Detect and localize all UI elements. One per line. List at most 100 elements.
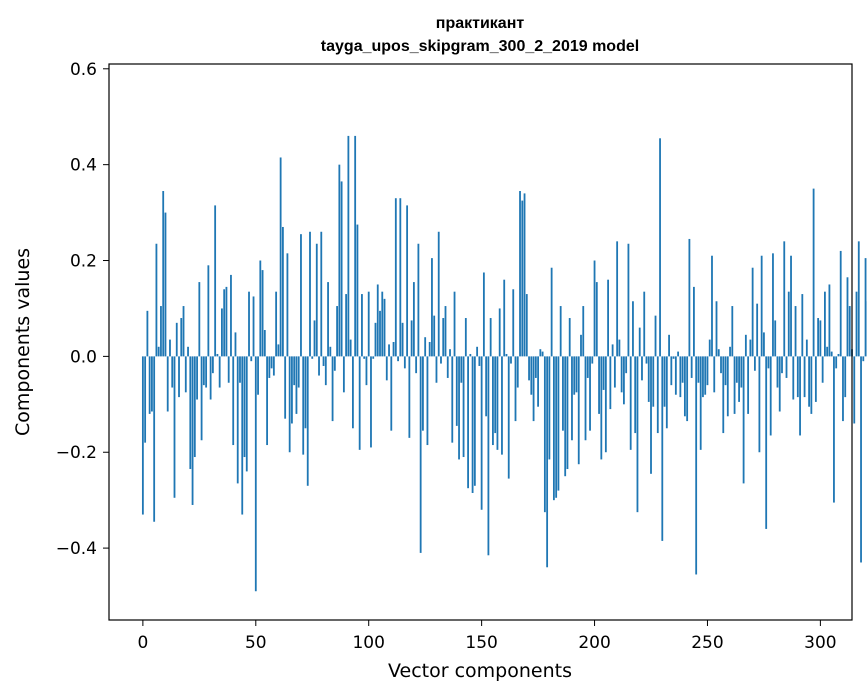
bar	[623, 356, 625, 405]
bar	[801, 294, 804, 357]
bar	[688, 238, 691, 357]
bar	[589, 356, 591, 431]
bar	[783, 241, 786, 357]
bar	[659, 138, 661, 357]
bar	[422, 356, 424, 431]
bar	[670, 356, 673, 386]
bar	[250, 356, 253, 362]
bar	[751, 267, 754, 357]
bar	[835, 356, 838, 369]
bar	[799, 356, 801, 436]
bar	[464, 318, 467, 357]
bar	[652, 356, 655, 407]
bar	[742, 356, 745, 484]
bar	[374, 322, 377, 357]
bar	[352, 356, 354, 429]
chart-title: практикант	[436, 15, 525, 32]
bar	[223, 289, 226, 357]
bar	[616, 241, 619, 357]
bar	[166, 356, 169, 412]
bar	[241, 356, 244, 515]
bar	[293, 356, 296, 386]
bar	[469, 353, 472, 357]
x-tick-label: 0	[137, 633, 148, 653]
bar	[198, 282, 201, 357]
bar	[440, 356, 442, 364]
bar	[510, 356, 512, 364]
bar	[361, 294, 363, 357]
bar	[453, 291, 456, 357]
bar	[636, 356, 639, 513]
bar	[695, 356, 698, 575]
bar	[792, 356, 795, 400]
bar	[467, 356, 469, 489]
bar	[191, 356, 194, 505]
bar	[324, 356, 327, 386]
bar	[169, 339, 171, 357]
bar	[516, 356, 519, 388]
bar	[787, 291, 790, 357]
bar	[537, 356, 539, 407]
bar	[629, 356, 632, 450]
bar	[503, 279, 506, 357]
bar	[322, 356, 325, 366]
bar	[681, 356, 684, 383]
bar	[715, 301, 718, 357]
x-axis-ticks: 0 50 100 150 200 250 300	[137, 620, 837, 653]
bar	[207, 265, 210, 357]
bar	[221, 308, 223, 357]
bar	[458, 356, 460, 460]
bar	[485, 356, 488, 417]
bar	[284, 356, 287, 419]
x-axis-label: Vector components	[388, 660, 572, 682]
bar	[189, 356, 192, 470]
bar	[144, 356, 147, 443]
bar	[769, 356, 772, 436]
y-tick-label: 0.4	[70, 156, 97, 176]
bar	[286, 253, 289, 357]
bar	[781, 356, 783, 374]
bar	[460, 356, 463, 383]
bar	[523, 193, 526, 357]
bar	[794, 306, 797, 357]
bar	[302, 356, 305, 455]
bar	[187, 346, 189, 357]
bar	[426, 356, 429, 446]
bar	[492, 356, 494, 446]
bar	[288, 356, 291, 453]
x-tick-label: 150	[465, 633, 497, 653]
bar	[598, 356, 600, 414]
bar	[480, 356, 483, 510]
bar	[580, 334, 582, 357]
bar	[618, 339, 621, 357]
bar	[478, 356, 481, 366]
bar	[232, 356, 235, 446]
bar	[200, 356, 203, 441]
bar	[383, 298, 386, 357]
bar	[717, 349, 720, 357]
bar	[543, 356, 546, 513]
bar	[259, 260, 262, 357]
bar	[342, 356, 345, 393]
bar	[153, 356, 156, 522]
bar	[268, 356, 271, 378]
bar	[239, 356, 241, 383]
bar	[699, 356, 702, 450]
bar	[803, 356, 806, 398]
bar	[582, 306, 585, 357]
bar	[444, 306, 447, 357]
bar	[726, 356, 729, 417]
bar	[349, 339, 352, 357]
bar	[419, 356, 422, 553]
bar	[295, 356, 298, 414]
bar	[862, 356, 865, 362]
bar	[209, 356, 212, 400]
plot-area-frame	[108, 63, 853, 621]
chart-subtitle: tayga_upos_skipgram_300_2_2019 model	[321, 38, 639, 55]
bar	[248, 291, 250, 357]
bar	[634, 356, 637, 434]
bar	[674, 356, 677, 395]
bar	[261, 270, 264, 357]
bar	[507, 356, 510, 479]
